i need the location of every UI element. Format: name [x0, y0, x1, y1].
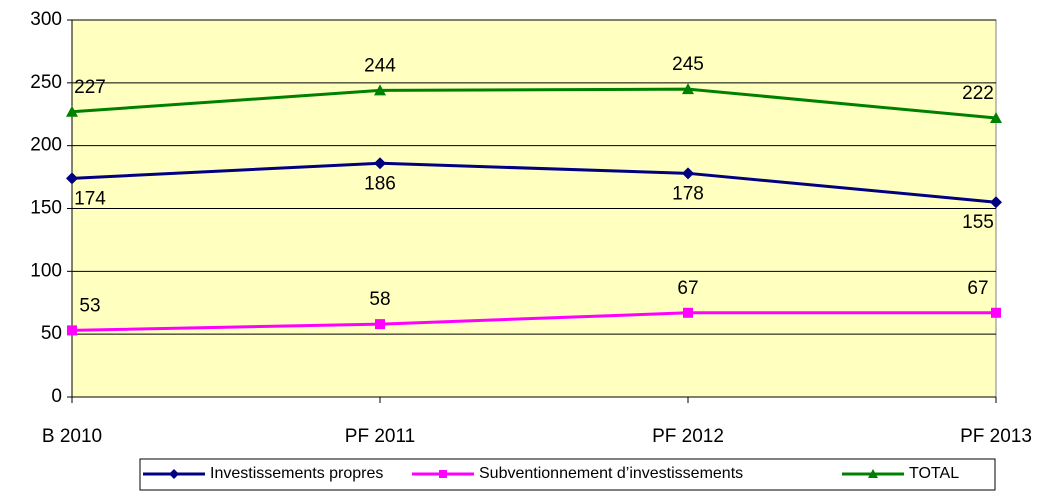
legend-label: Investissements propres — [210, 465, 383, 482]
marker — [683, 307, 693, 318]
marker — [169, 469, 179, 479]
marker — [682, 83, 694, 95]
marker — [66, 105, 78, 117]
y-tick-label: 100 — [30, 260, 62, 281]
series-line — [71, 161, 997, 204]
data-label: 155 — [962, 212, 994, 233]
marker — [868, 469, 878, 478]
y-tick-label: 50 — [41, 323, 62, 344]
x-tick-label: PF 2012 — [652, 426, 724, 447]
data-label: 178 — [672, 183, 704, 204]
data-label: 245 — [672, 54, 704, 75]
y-tick-label: 0 — [51, 386, 62, 407]
series-line — [71, 311, 996, 332]
data-label: 53 — [79, 295, 100, 316]
data-label: 222 — [962, 83, 994, 104]
data-label: 244 — [364, 55, 396, 76]
data-label: 174 — [74, 188, 106, 209]
data-label: 186 — [364, 173, 396, 194]
marker — [67, 325, 77, 336]
marker — [374, 84, 386, 96]
marker — [990, 112, 1002, 124]
x-tick-label: PF 2011 — [345, 426, 415, 447]
marker — [66, 172, 78, 185]
data-label: 67 — [677, 278, 698, 299]
marker — [375, 319, 385, 330]
y-tick-label: 200 — [30, 135, 62, 156]
series-line — [71, 87, 997, 120]
y-tick-label: 250 — [30, 72, 62, 93]
data-label: 227 — [74, 77, 106, 98]
marker — [990, 196, 1002, 209]
data-label: 58 — [369, 289, 390, 310]
legend-label: Subventionnement d’investissements — [479, 465, 743, 482]
marker — [439, 470, 447, 478]
legend-label: TOTAL — [909, 465, 959, 482]
marker — [374, 157, 386, 170]
x-tick-label: PF 2013 — [960, 426, 1032, 447]
marker — [682, 167, 694, 180]
marker — [991, 307, 1001, 318]
data-label: 67 — [967, 278, 988, 299]
y-tick-label: 300 — [30, 9, 62, 30]
y-tick-label: 150 — [30, 198, 62, 219]
x-tick-label: B 2010 — [42, 426, 102, 447]
